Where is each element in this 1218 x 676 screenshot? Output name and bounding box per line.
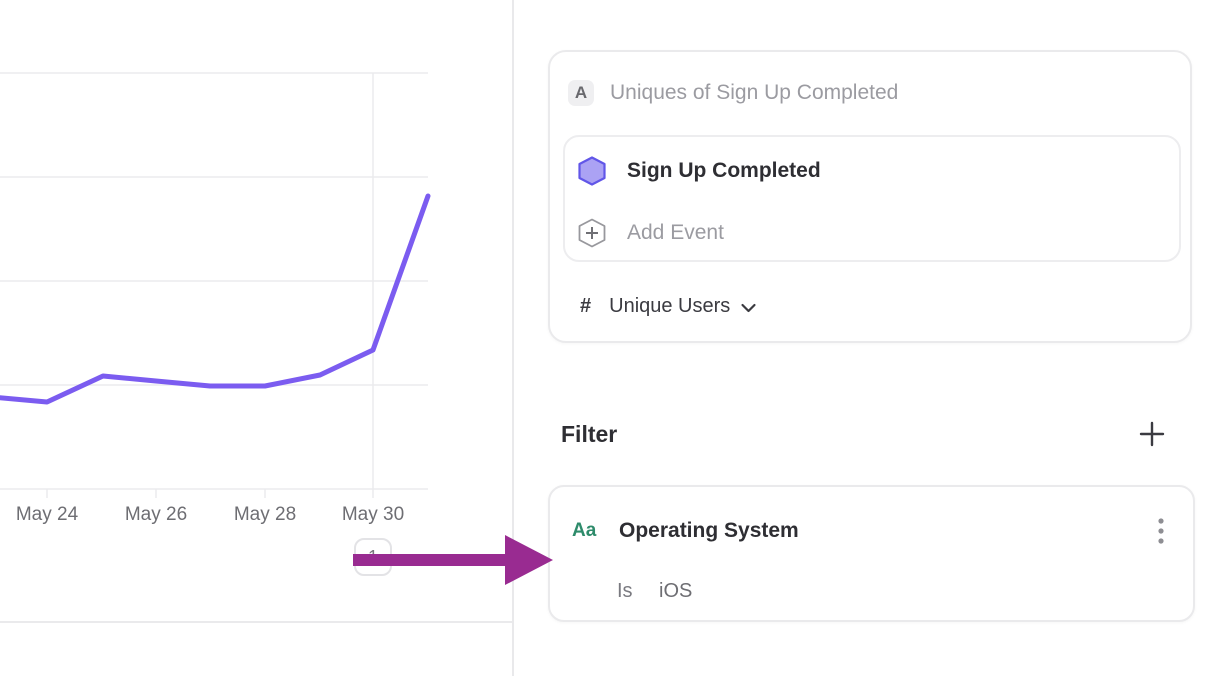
x-axis-label: May 28 xyxy=(233,504,297,525)
event-row[interactable]: Sign Up Completed xyxy=(578,156,821,186)
series-title: Uniques of Sign Up Completed xyxy=(610,81,899,104)
series-a-badge: A xyxy=(568,80,594,106)
event-name: Sign Up Completed xyxy=(627,159,821,182)
add-event-hexagon-icon xyxy=(578,218,606,248)
chart-section-border xyxy=(0,621,513,623)
metric-card: A Uniques of Sign Up Completed Sign Up C… xyxy=(548,50,1192,343)
add-event-button[interactable]: Add Event xyxy=(578,218,724,248)
kebab-menu-icon[interactable] xyxy=(1157,517,1165,545)
filter-header: Filter xyxy=(548,420,1192,448)
add-filter-icon[interactable] xyxy=(1139,421,1165,447)
measurement-label: Unique Users xyxy=(609,294,731,317)
property-type-aa-badge: Aa xyxy=(572,520,597,541)
add-event-label: Add Event xyxy=(627,221,724,244)
chart-annotation-badge[interactable]: 1 xyxy=(354,538,392,576)
event-hexagon-icon xyxy=(578,156,606,186)
x-axis-label: May 24 xyxy=(15,504,79,525)
filter-operator[interactable]: Is xyxy=(617,580,633,602)
filter-heading: Filter xyxy=(561,420,618,447)
line-chart-svg xyxy=(0,72,431,498)
event-card: Sign Up Completed Add Event xyxy=(563,135,1181,262)
filter-property-name[interactable]: Operating System xyxy=(619,519,799,542)
filter-card: Aa Operating System Is iOS xyxy=(548,485,1195,622)
chevron-down-icon xyxy=(741,303,756,312)
measurement-dropdown[interactable]: # Unique Users xyxy=(580,291,757,321)
number-sign-icon: # xyxy=(580,294,592,317)
chart-panel: May 24 May 26 May 28 May 30 1 xyxy=(0,0,513,676)
x-axis-label: May 30 xyxy=(341,504,405,525)
filter-value[interactable]: iOS xyxy=(659,580,693,602)
x-axis-label: May 26 xyxy=(124,504,188,525)
panel-divider xyxy=(512,0,514,676)
